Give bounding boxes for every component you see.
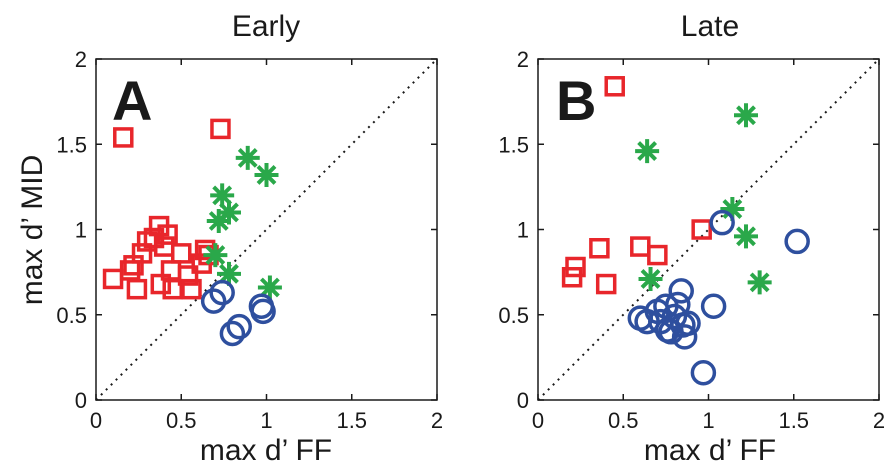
x-tick-label: 1.5 [336,408,367,433]
star-point [216,200,241,225]
star-point [254,162,279,187]
y-tick-label: 0.5 [56,303,87,328]
panel-title-late: Late [681,10,739,43]
y-tick-label: 2 [517,47,529,72]
square-point [126,278,148,300]
x-tick-label: 1 [702,408,714,433]
square-point [691,219,712,240]
panel-early: Early max d’ MID max d’ FF A 0 0.5 1 1.5 200… [16,10,443,467]
square-point [647,244,668,266]
square-point [119,260,141,281]
circle-point [700,293,727,319]
circle-point [661,303,688,330]
y-tick-label: 1.5 [498,132,529,157]
x-axis-label-early: max d’ FF [200,434,332,467]
square-point [210,118,231,140]
x-tick-label: 0 [532,408,544,433]
square-point [177,265,199,286]
x-tick-label: 0 [90,408,102,433]
x-tick-label: 1.5 [778,408,809,433]
marks-late [561,76,810,386]
y-tick-label: 0 [75,388,87,413]
x-tick-label: 2 [873,408,885,433]
square-point [604,76,625,97]
star-point [210,183,235,208]
x-tick-label: 2 [431,408,443,433]
panel-title-early: Early [232,10,300,43]
ticks-late: 0 0.5 1 1.5 2 0 0.5 1 1.5 2 [498,47,885,433]
y-tick-label: 1 [517,218,529,243]
marks-early [102,118,282,347]
panel-letter-b: B [556,69,596,132]
circle-point [668,278,694,304]
circle-point [709,209,735,236]
star-point [203,243,228,268]
square-point [113,127,134,148]
x-tick-label: 0.5 [608,408,639,433]
y-tick-label: 1.5 [56,132,87,157]
square-point [565,256,586,278]
star-point [206,208,231,233]
circle-point [675,310,701,337]
star-point [720,197,745,222]
star-point [734,103,759,128]
star-point [257,275,282,300]
x-axis-label-late: max d’ FF [644,434,776,467]
square-point [589,238,610,259]
star-point [747,270,772,295]
x-tick-label: 0.5 [166,408,197,433]
square-point [157,224,178,245]
ticks-early: 0 0.5 1 1.5 2 0 0.5 1 1.5 2 [56,47,443,433]
square-point [630,236,651,257]
circle-point [209,279,235,306]
star-point [638,266,663,291]
y-axis-label: max d’ MID [16,155,49,306]
panel-letter-a: A [112,69,152,132]
y-tick-label: 0 [517,388,529,413]
square-point [171,243,192,264]
star-point [734,224,759,249]
square-point [181,278,202,300]
x-tick-label: 1 [260,408,272,433]
circle-point [671,324,698,350]
circle-point [226,313,252,340]
y-tick-label: 1 [75,218,87,243]
circle-point [690,359,717,386]
square-point [162,278,183,300]
y-tick-label: 0.5 [498,303,529,328]
square-point [595,273,617,295]
circle-point [784,228,810,255]
panel-late: Late max d’ FF B 0 0.5 1 1.5 2 0 0.5 1 1.5 2 [498,10,885,467]
star-point [216,261,241,286]
square-point [131,243,153,264]
square-point [102,268,124,290]
star-point [235,145,260,170]
y-tick-label: 2 [75,47,87,72]
circle-point [200,288,227,314]
star-point [635,139,660,164]
circle-point [250,298,276,325]
circle-point [219,320,246,347]
